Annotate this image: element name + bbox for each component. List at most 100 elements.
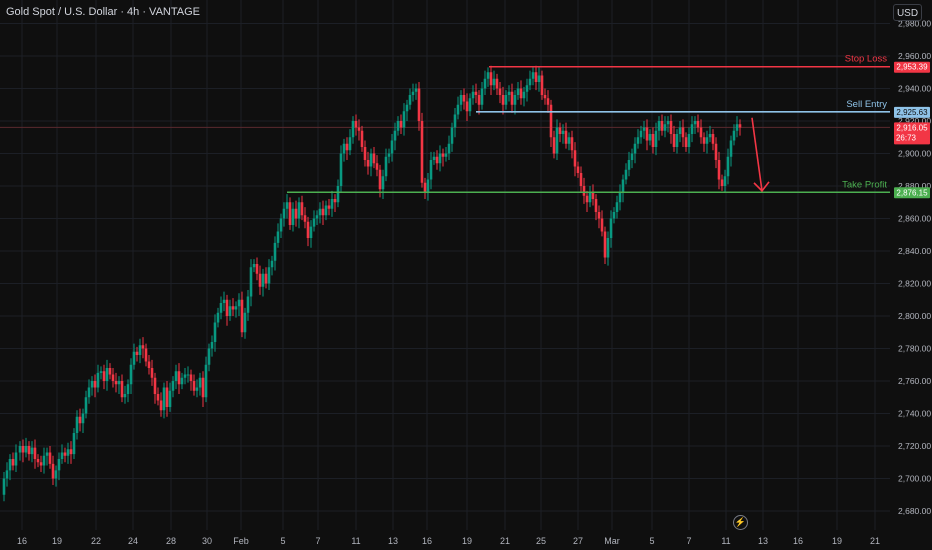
candle-body [429,160,433,180]
candle-body [48,452,52,464]
take-profit-value: 2,876.15 [896,188,928,197]
candle-body [528,78,532,86]
candle-body [300,202,304,216]
candle-body [21,446,25,453]
candle-body [5,470,9,479]
candle-body [207,348,211,365]
candle-body [84,397,88,414]
candle-body [723,176,727,186]
candle-body [498,88,502,95]
candle-body [483,78,487,89]
candle-body [522,91,526,99]
candle-body [684,137,688,147]
candle-body [135,351,139,355]
candle-body [519,88,523,99]
candle-body [336,186,340,203]
candle-body [2,478,6,495]
candle-body [474,91,478,95]
candle-body [633,143,637,154]
sell-entry-label: Sell Entry [846,99,887,110]
candle-body [138,345,142,355]
candle-body [267,267,271,284]
candle-body [612,212,616,219]
candle-body [708,134,712,138]
candle-body [447,143,451,154]
y-tick-label: 2,760.00 [898,376,931,386]
candle-body [645,127,649,141]
candle-body [213,322,217,342]
stop-loss-label: Stop Loss [845,54,887,65]
candle-body [732,130,736,141]
candle-body [456,104,460,115]
candle-body [291,208,295,225]
sell-entry-value: 2,925.63 [896,108,928,117]
candle-body [366,160,370,167]
candle-body [129,364,133,385]
candle-body [357,127,361,131]
x-tick-label: 16 [17,536,27,546]
candle-body [573,150,577,167]
candle-body [168,390,172,407]
x-tick-label: 7 [315,536,320,546]
candle-body [90,381,94,388]
candle-body [81,413,85,424]
candle-body [681,127,685,138]
candle-body [8,459,12,471]
candle-body [717,160,721,180]
candle-body [555,127,559,154]
candle-body [696,121,700,128]
countdown-value: 26:73 [896,133,917,142]
candle-body [342,143,346,154]
candle-body [438,153,442,164]
candle-body [303,215,307,222]
candle-body [60,452,64,459]
x-tick-label: Mar [604,536,620,546]
candle-body [330,199,334,209]
candle-body [183,374,187,378]
candle-body [153,377,157,394]
candle-body [390,140,394,154]
candle-body [270,260,274,268]
candle-body [171,381,175,391]
candle-body [651,134,655,147]
candle-body [231,306,235,310]
candle-body [597,212,601,219]
y-tick-label: 2,940.00 [898,84,931,94]
candle-body [669,121,673,134]
candle-body [678,127,682,134]
candle-body [315,215,319,219]
x-tick-label: 16 [422,536,432,546]
candle-body [690,124,694,134]
candle-body [327,205,331,209]
lightning-icon[interactable]: ⚡ [733,515,748,530]
current-price-value: 2,916.05 [896,123,928,132]
candle-body [642,127,646,131]
candle-body [567,137,571,144]
candle-body [345,143,349,151]
candle-body [258,273,262,287]
candle-body [87,387,91,398]
candle-body [75,416,79,433]
candle-body [711,134,715,144]
candle-body [66,449,70,456]
candle-body [516,88,520,95]
candle-body [579,173,583,186]
candle-body [57,459,61,471]
candle-body [39,462,43,466]
candle-body [210,342,214,349]
candle-body [489,72,493,86]
candle-body [351,121,355,138]
candle-body [228,306,232,316]
candle-body [435,156,439,164]
candle-body [33,447,37,459]
candle-body [252,264,256,268]
currency-button[interactable]: USD [893,4,922,21]
candle-body [738,124,742,128]
candle-body [108,368,112,375]
candle-body [363,147,367,160]
sell-entry-value-box [894,106,930,118]
candle-body [405,104,409,112]
candle-body [492,78,496,86]
candle-body [96,372,100,388]
